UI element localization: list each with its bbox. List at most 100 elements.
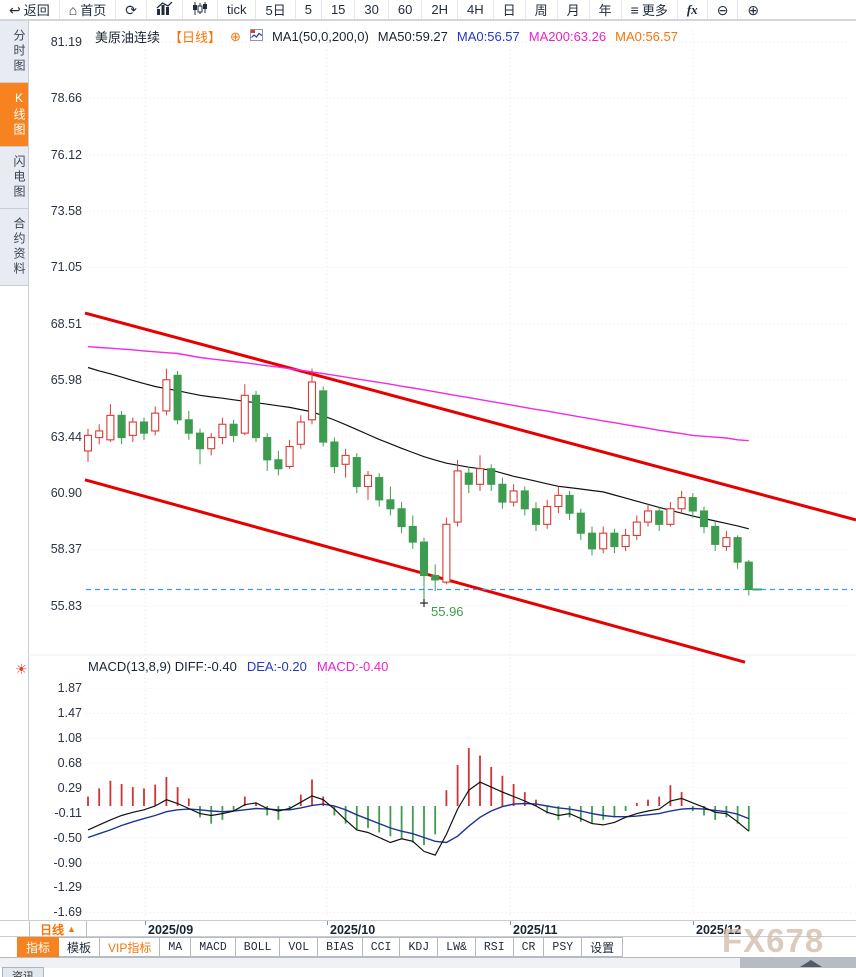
back-button[interactable]: ↩ 返回 [0, 0, 60, 19]
sidebar-item-contract-info[interactable]: 合约资料 [0, 209, 28, 286]
price-tick-label: 55.83 [50, 598, 82, 613]
macd-tick-label: -1.69 [53, 905, 83, 920]
sidebar-item-flash-chart[interactable]: 闪电图 [0, 147, 28, 209]
back-button-icon: ↩ [9, 1, 21, 18]
macd-tick-label: 0.68 [57, 756, 82, 771]
period-month-button-label: 月 [566, 3, 580, 18]
macd-dea-value: DEA:-0.20 [246, 659, 307, 674]
period-label: 【日线】 [169, 30, 222, 45]
period-4h-button[interactable]: 4H [458, 0, 494, 19]
toolbar-spacer [0, 937, 17, 957]
ma-formula-label: MA1(50,0,200,0) [271, 29, 369, 44]
zoom-in-button-icon: ⊕ [747, 1, 760, 18]
more-button-icon: ≡ [630, 1, 639, 18]
top-toolbar: ↩ 返回 ⌂ 首页 ⟳ tick 5日 5 15 30 60 2H 4H 日周月 年 ≡ 更多 fx ⊖ ⊕ [0, 0, 856, 21]
price-tick-label: 71.05 [50, 260, 82, 275]
period-60-button[interactable]: 60 [389, 0, 423, 19]
sidebar-item-time-chart[interactable]: 分时图 [0, 21, 28, 83]
indicators-tab[interactable]: 指标 [17, 937, 60, 957]
indicator-ma-button[interactable]: MA [160, 937, 192, 957]
indicator-boll-button[interactable]: BOLL [235, 937, 281, 957]
period-15-button[interactable]: 15 [322, 0, 356, 19]
macd-tick-label: 1.87 [57, 681, 82, 696]
home-button[interactable]: ⌂ 首页 [60, 0, 117, 19]
templates-tab[interactable]: 模板 [59, 937, 101, 957]
period-30-button-label: 30 [364, 2, 379, 17]
zoom-out-button[interactable]: ⊖ [708, 0, 739, 19]
period-selector-button[interactable]: 日线 ▲ [29, 921, 87, 937]
price-tick-label: 68.51 [50, 316, 82, 331]
tick-period-button-label: tick [226, 2, 247, 17]
candle-view-button[interactable] [183, 0, 218, 19]
tick-period-button[interactable]: tick [218, 0, 257, 19]
chevron-up-icon: ▲ [67, 924, 76, 934]
indicator-settings-button[interactable]: 设置 [582, 937, 624, 957]
candle-view-button-icon [192, 2, 208, 17]
month-tick [327, 921, 328, 925]
period-5d-button-label: 5日 [265, 3, 286, 18]
price-tick-label: 81.19 [50, 35, 82, 49]
macd-tick-label: 1.47 [57, 706, 82, 721]
indicator-cci-button[interactable]: CCI [362, 937, 401, 957]
vip-indicators-tab[interactable]: VIP指标 [100, 937, 161, 957]
price-tick-label: 58.37 [50, 542, 82, 557]
low-price-label: 55.96 [431, 604, 464, 619]
indicator-bias-button[interactable]: BIAS [318, 937, 363, 957]
sidebar-item-kline-chart[interactable]: K线图 [0, 83, 28, 147]
period-15-button-label: 15 [330, 2, 346, 17]
fx-indicator-button[interactable]: fx [678, 0, 708, 19]
refresh-button-icon: ⟳ [125, 1, 137, 18]
refresh-button[interactable]: ⟳ [116, 0, 147, 19]
ma50-value: MA50:59.27 [377, 29, 448, 44]
bar-chart-view-button[interactable] [147, 0, 183, 19]
period-selector-label: 日线 [40, 922, 65, 937]
period-day-button[interactable]: 日 [494, 0, 526, 19]
more-button-label: 更多 [641, 3, 668, 18]
period-year-button-label: 年 [598, 3, 612, 18]
indicator-psy-button[interactable]: PSY [544, 937, 583, 957]
chart-legend-row: 美原油连续 【日线】 ⊕ MA1(50,0,200,0) MA50:59.27 … [95, 27, 678, 46]
period-30-button[interactable]: 30 [355, 0, 389, 19]
indicator-lw-button[interactable]: LW& [438, 937, 476, 957]
indicator-kdj-button[interactable]: KDJ [400, 937, 439, 957]
ma0-orange-value: MA0:56.57 [615, 29, 678, 44]
zoom-in-button[interactable]: ⊕ [738, 0, 768, 19]
scrollbar-thumb[interactable] [740, 958, 856, 968]
mini-chart-icon[interactable] [249, 29, 263, 44]
indicator-cr-button[interactable]: CR [513, 937, 545, 957]
ma200-value: MA200:63.26 [528, 29, 607, 44]
zoom-out-button-icon: ⊖ [716, 1, 729, 18]
macd-diff-value: MACD(13,8,9) DIFF:-0.40 [88, 659, 237, 674]
period-2h-button-label: 2H [431, 2, 448, 17]
period-5d-button[interactable]: 5日 [256, 0, 296, 19]
period-5-button[interactable]: 5 [296, 0, 322, 19]
fx-indicator-button-label: fx [686, 1, 698, 17]
price-tick-label: 73.58 [50, 204, 82, 219]
period-2h-button[interactable]: 2H [422, 0, 458, 19]
macd-tick-label: -1.29 [53, 880, 83, 895]
month-label: 2025/09 [148, 923, 194, 937]
period-week-button[interactable]: 周 [526, 0, 558, 19]
macd-tick-label: 1.08 [57, 730, 82, 745]
period-year-button[interactable]: 年 [590, 0, 622, 19]
macd-settings-icon[interactable]: ☀ [15, 661, 28, 677]
month-tick [145, 921, 146, 925]
compare-add-icon[interactable]: ⊕ [230, 28, 241, 44]
horizontal-scrollbar[interactable] [0, 958, 856, 968]
symbol-name: 美原油连续 [95, 30, 161, 45]
indicator-toolbar: 指标 模板 VIP指标 MA MACD BOLL VOL BIAS CCI KDJ LW& RSI CR… [0, 937, 856, 958]
ma0-blue-value: MA0:56.57 [456, 29, 520, 44]
panel-expand-arrow-icon[interactable] [800, 960, 822, 967]
macd-tick-label: -0.11 [54, 805, 82, 820]
more-button[interactable]: ≡ 更多 [622, 0, 678, 19]
indicator-vol-button[interactable]: VOL [280, 937, 319, 957]
period-month-button[interactable]: 月 [558, 0, 590, 19]
month-label: 2025/10 [330, 923, 376, 937]
bar-chart-view-button-icon [156, 1, 173, 17]
news-tab[interactable]: 资讯 [2, 967, 44, 977]
indicator-rsi-button[interactable]: RSI [475, 937, 514, 957]
indicator-macd-button[interactable]: MACD [191, 937, 236, 957]
